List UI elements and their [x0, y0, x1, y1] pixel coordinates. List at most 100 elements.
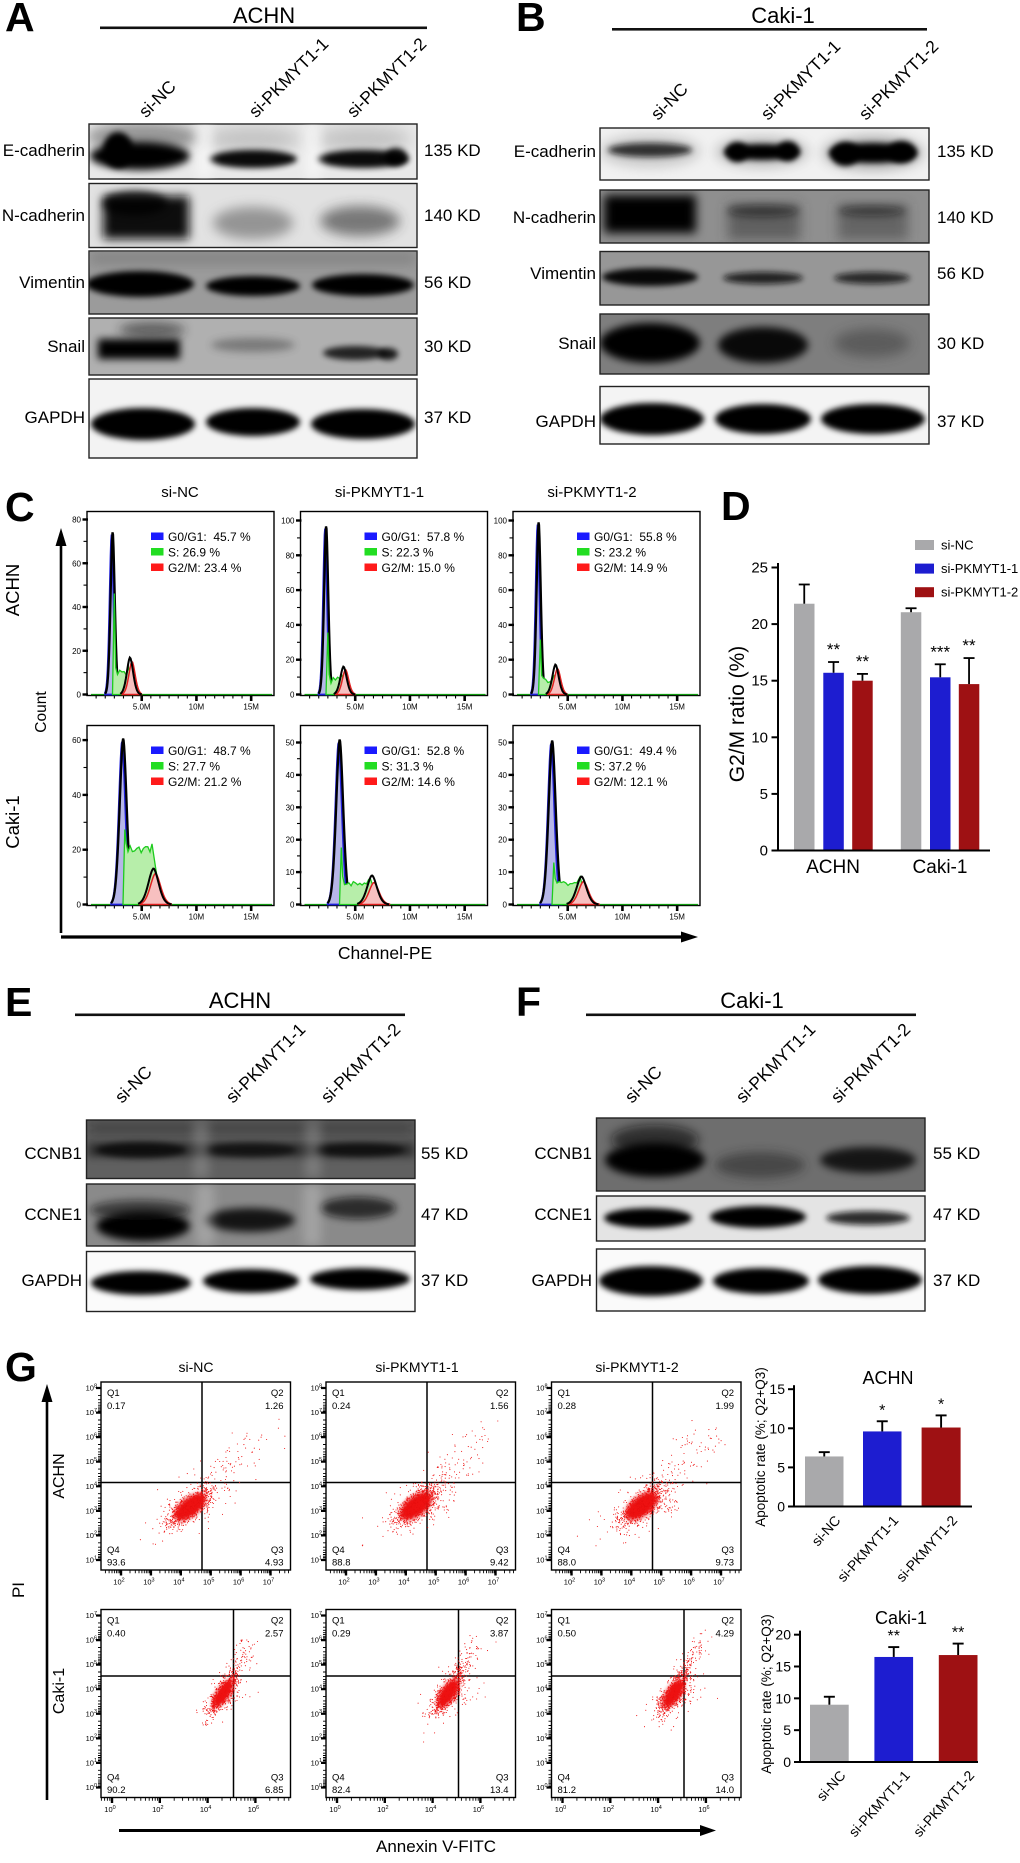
svg-text:PI: PI: [9, 1582, 28, 1598]
svg-text:Snail: Snail: [558, 334, 596, 353]
svg-text:107: 107: [311, 1408, 322, 1417]
svg-text:Q1: Q1: [558, 1388, 571, 1399]
svg-text:Q3: Q3: [271, 1545, 284, 1556]
svg-text:Q1: Q1: [107, 1388, 120, 1399]
svg-text:D: D: [721, 483, 751, 529]
svg-text:G2/M: 12.1 %: G2/M: 12.1 %: [594, 775, 668, 789]
svg-text:102: 102: [536, 1531, 547, 1540]
svg-text:15M: 15M: [457, 703, 473, 712]
svg-text:135 KD: 135 KD: [937, 142, 994, 161]
svg-text:5.0M: 5.0M: [133, 703, 151, 712]
svg-text:106: 106: [473, 1805, 484, 1814]
svg-text:CCNE1: CCNE1: [24, 1205, 82, 1224]
svg-text:1.99: 1.99: [716, 1401, 735, 1412]
svg-text:ACHN: ACHN: [209, 988, 271, 1013]
svg-text:105: 105: [311, 1660, 322, 1669]
svg-text:104: 104: [624, 1577, 635, 1586]
svg-text:Count: Count: [33, 691, 50, 733]
svg-text:Q4: Q4: [558, 1773, 571, 1784]
svg-text:**: **: [888, 1628, 900, 1645]
svg-text:10: 10: [775, 1690, 791, 1706]
svg-text:10M: 10M: [189, 703, 205, 712]
svg-text:**: **: [856, 652, 870, 671]
svg-text:20: 20: [72, 647, 81, 656]
svg-text:20: 20: [498, 836, 507, 845]
svg-text:15M: 15M: [669, 913, 685, 922]
svg-text:105: 105: [86, 1457, 97, 1466]
svg-text:S: 27.7 %: S: 27.7 %: [168, 760, 220, 774]
svg-text:Q2: Q2: [721, 1388, 734, 1399]
svg-text:47 KD: 47 KD: [421, 1205, 468, 1224]
svg-text:0: 0: [77, 691, 82, 700]
svg-text:108: 108: [536, 1383, 547, 1392]
svg-text:105: 105: [653, 1577, 664, 1586]
svg-text:30: 30: [286, 803, 295, 812]
svg-text:10M: 10M: [189, 913, 205, 922]
svg-text:104: 104: [311, 1685, 322, 1694]
svg-text:80: 80: [72, 516, 81, 525]
svg-text:G0/G1: 49.4 %: G0/G1: 49.4 %: [594, 744, 677, 758]
svg-text:Q1: Q1: [558, 1616, 571, 1627]
svg-text:0: 0: [503, 901, 508, 910]
svg-text:40: 40: [286, 621, 295, 630]
svg-text:104: 104: [536, 1685, 547, 1694]
svg-text:102: 102: [536, 1734, 547, 1743]
svg-text:106: 106: [86, 1635, 97, 1644]
svg-text:3.87: 3.87: [490, 1629, 509, 1640]
svg-text:ACHN: ACHN: [233, 3, 295, 28]
svg-text:103: 103: [594, 1577, 605, 1586]
svg-text:0: 0: [777, 1499, 785, 1515]
svg-text:102: 102: [86, 1531, 97, 1540]
svg-text:G2/M ratio (%): G2/M ratio (%): [726, 646, 749, 783]
svg-text:106: 106: [536, 1432, 547, 1441]
svg-text:si-PKMYT1-2: si-PKMYT1-2: [941, 585, 1018, 600]
svg-text:103: 103: [368, 1577, 379, 1586]
svg-text:93.6: 93.6: [107, 1558, 126, 1569]
svg-text:60: 60: [72, 559, 81, 568]
svg-text:108: 108: [86, 1383, 97, 1392]
svg-text:5: 5: [783, 1722, 791, 1738]
svg-text:Q3: Q3: [271, 1773, 284, 1784]
svg-text:F: F: [516, 979, 541, 1025]
svg-text:0.50: 0.50: [558, 1629, 577, 1640]
svg-text:30 KD: 30 KD: [937, 334, 984, 353]
svg-text:CCNE1: CCNE1: [534, 1205, 592, 1224]
svg-text:50: 50: [286, 739, 295, 748]
svg-text:5: 5: [760, 786, 768, 803]
svg-text:25: 25: [751, 560, 768, 577]
svg-text:Q2: Q2: [721, 1616, 734, 1627]
svg-text:15: 15: [775, 1659, 791, 1675]
svg-text:101: 101: [311, 1555, 322, 1564]
svg-text:Caki-1: Caki-1: [720, 988, 784, 1013]
svg-text:10: 10: [498, 868, 507, 877]
svg-text:10: 10: [769, 1420, 785, 1436]
svg-text:55 KD: 55 KD: [933, 1144, 980, 1163]
svg-text:Q2: Q2: [271, 1616, 284, 1627]
svg-text:101: 101: [86, 1555, 97, 1564]
svg-text:88.8: 88.8: [332, 1558, 351, 1569]
svg-text:Apoptotic rate (%; Q2+Q3): Apoptotic rate (%; Q2+Q3): [753, 1367, 768, 1526]
svg-text:GAPDH: GAPDH: [25, 408, 85, 427]
svg-text:140 KD: 140 KD: [424, 206, 481, 225]
svg-text:20: 20: [498, 656, 507, 665]
svg-text:100: 100: [281, 517, 295, 526]
svg-text:0: 0: [783, 1754, 791, 1770]
svg-text:5.0M: 5.0M: [559, 913, 577, 922]
svg-text:4.93: 4.93: [265, 1558, 284, 1569]
svg-text:103: 103: [311, 1709, 322, 1718]
svg-text:103: 103: [311, 1506, 322, 1515]
svg-text:G0/G1: 52.8 %: G0/G1: 52.8 %: [382, 744, 465, 758]
svg-text:E-cadherin: E-cadherin: [514, 142, 596, 161]
svg-text:105: 105: [311, 1457, 322, 1466]
svg-text:20: 20: [286, 836, 295, 845]
svg-text:Q4: Q4: [332, 1545, 345, 1556]
svg-text:G2/M: 14.6 %: G2/M: 14.6 %: [382, 775, 456, 789]
svg-text:102: 102: [338, 1577, 349, 1586]
svg-text:N-cadherin: N-cadherin: [2, 206, 85, 225]
svg-text:135 KD: 135 KD: [424, 141, 481, 160]
svg-text:103: 103: [536, 1506, 547, 1515]
svg-text:0.24: 0.24: [332, 1401, 351, 1412]
svg-text:106: 106: [233, 1577, 244, 1586]
svg-text:20: 20: [775, 1627, 791, 1643]
svg-text:0: 0: [503, 691, 508, 700]
